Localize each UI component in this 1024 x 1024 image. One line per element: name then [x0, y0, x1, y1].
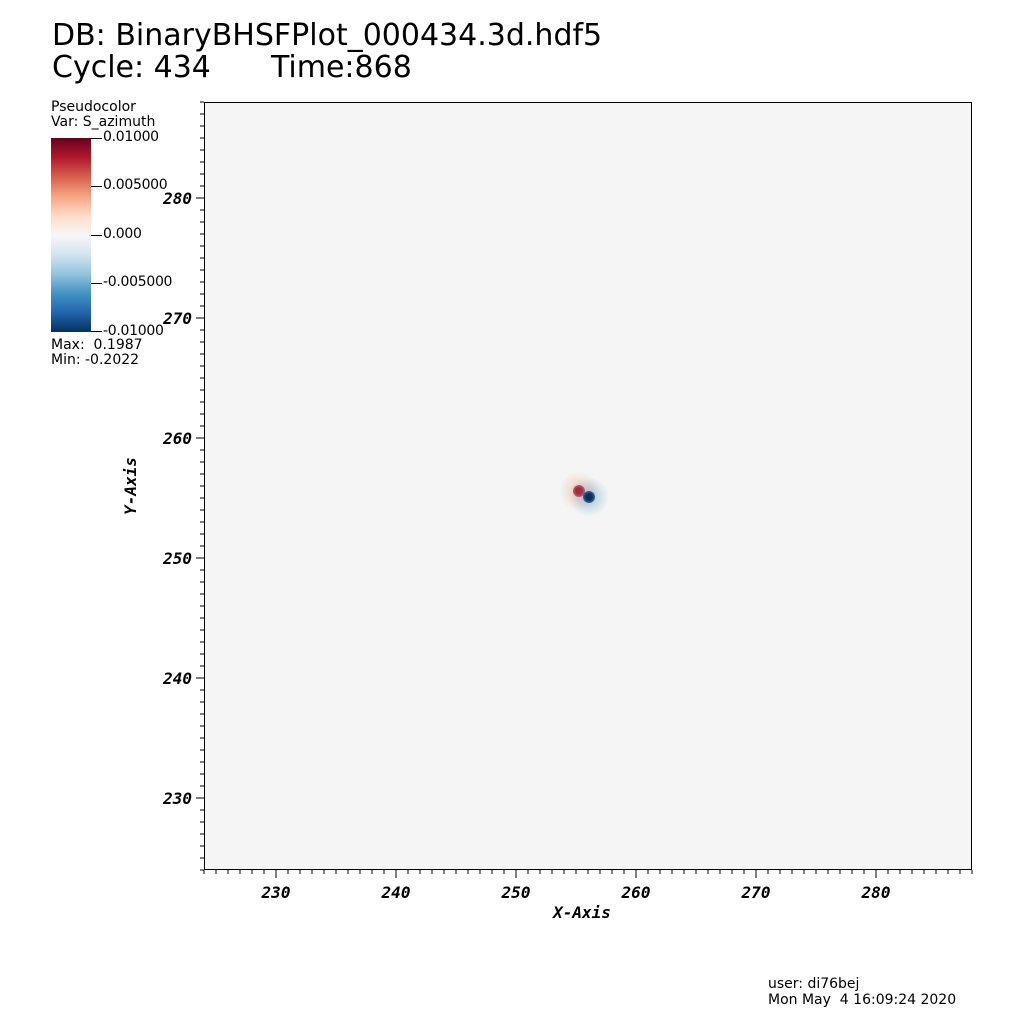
- legend-variable: Var: S_azimuth: [51, 114, 156, 130]
- y-tick-label: 250: [162, 549, 192, 568]
- footer-date: Mon May 4 16:09:24 2020: [768, 992, 957, 1008]
- x-tick-label: 250: [501, 883, 531, 902]
- colorbar-label-zero: 0.000: [103, 226, 142, 242]
- y-axis-title: Y-Axis: [121, 457, 140, 515]
- y-tick-label: 260: [162, 429, 192, 448]
- positive-lobe: [573, 484, 586, 497]
- database-title: DB: BinaryBHSFPlot_000434.3d.hdf5: [52, 18, 603, 53]
- colorbar: [51, 138, 91, 332]
- plot-area[interactable]: [204, 102, 972, 870]
- negative-lobe: [583, 490, 595, 503]
- y-tick-label: 240: [162, 669, 192, 688]
- x-tick-label: 260: [621, 883, 651, 902]
- data-max-label: Max: 0.1987: [51, 337, 143, 353]
- colorbar-label-upper: 0.005000: [103, 177, 168, 193]
- x-tick-label: 280: [861, 883, 891, 902]
- colorbar-tick: [91, 283, 102, 284]
- x-axis-title: X-Axis: [551, 903, 611, 922]
- colorbar-label-min: -0.01000: [103, 323, 164, 339]
- colorbar-tick: [91, 331, 102, 332]
- cycle-label: Cycle: 434: [52, 50, 211, 85]
- colorbar-tick: [91, 186, 102, 187]
- cycle-time-line: Cycle: 434 Time:868: [52, 50, 412, 85]
- colorbar-tick: [91, 138, 102, 139]
- legend-plot-type: Pseudocolor: [51, 99, 136, 115]
- colorbar-label-lower: -0.005000: [103, 274, 173, 290]
- footer-user: user: di76bej: [768, 976, 860, 992]
- y-tick-label: 230: [162, 789, 192, 808]
- data-min-label: Min: -0.2022: [51, 352, 140, 368]
- x-tick-label: 240: [381, 883, 411, 902]
- time-label: Time:868: [271, 50, 412, 85]
- x-tick-label: 230: [261, 883, 291, 902]
- colorbar-label-max: 0.01000: [103, 129, 159, 145]
- x-tick-label: 270: [741, 883, 771, 902]
- y-tick-label: 270: [162, 309, 192, 328]
- colorbar-tick: [91, 235, 102, 236]
